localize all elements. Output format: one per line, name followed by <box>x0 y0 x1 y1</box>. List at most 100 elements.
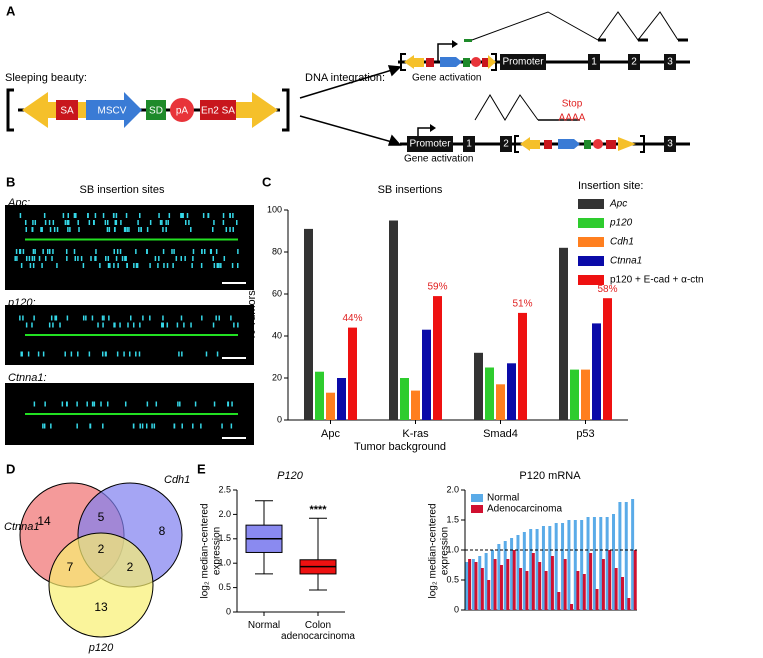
construct <box>6 88 290 132</box>
bar <box>603 298 612 420</box>
bar <box>465 562 469 610</box>
bar <box>592 517 596 610</box>
exon-label: 2 <box>631 57 637 68</box>
element-label: SA <box>60 106 74 117</box>
exon-label: 1 <box>591 57 597 68</box>
legend-swatch <box>471 505 483 513</box>
bar <box>315 371 324 420</box>
bar <box>624 502 628 610</box>
y-tick-label: 100 <box>267 204 282 214</box>
bar <box>507 363 516 420</box>
bar <box>561 523 565 610</box>
legend-label: p120 <box>609 218 633 229</box>
venn-count: 13 <box>94 600 108 614</box>
bar <box>570 369 579 420</box>
bar <box>304 228 313 420</box>
chart-title: P120 <box>277 470 304 482</box>
bar <box>519 568 523 610</box>
value-label: 59% <box>427 282 447 293</box>
exon-label: 2 <box>503 139 509 150</box>
bar <box>485 367 494 420</box>
caption: Gene activation <box>412 73 482 84</box>
panel-label: C <box>262 174 272 189</box>
exon-label: 3 <box>667 57 673 68</box>
promoter-label: Promoter <box>502 57 544 68</box>
bar <box>541 526 545 610</box>
y-tick-label: 2.5 <box>218 484 231 494</box>
bar <box>484 553 488 610</box>
x-tick-label: Apc <box>321 428 340 440</box>
venn-count: 14 <box>37 514 51 528</box>
arrows <box>299 65 402 146</box>
bar <box>570 604 574 610</box>
polya-label: AAAA <box>559 113 586 124</box>
venn <box>19 482 183 638</box>
value-label: 44% <box>342 313 362 324</box>
bar <box>499 565 503 610</box>
legend-title: Insertion site: <box>578 180 643 192</box>
bar <box>601 559 605 610</box>
y-tick-label: 60 <box>272 288 282 298</box>
construct-title: Sleeping beauty: <box>5 72 87 84</box>
panel-label: B <box>6 174 15 189</box>
promoter-label: Promoter <box>409 139 451 150</box>
y-tick-label: 1.0 <box>218 558 231 568</box>
legend-label: Cdh1 <box>610 237 634 248</box>
legend-label: Apc <box>609 199 627 210</box>
chart-title: P120 mRNA <box>519 470 581 482</box>
bar <box>557 592 561 610</box>
legend-swatch <box>578 275 604 285</box>
bar <box>478 556 482 610</box>
bar <box>348 327 357 420</box>
bar <box>516 535 520 610</box>
stop-label: Stop <box>562 99 583 110</box>
bar <box>595 589 599 610</box>
venn-count: 2 <box>98 542 105 556</box>
bar <box>480 568 484 610</box>
bar <box>589 553 593 610</box>
bar <box>522 532 526 610</box>
bar <box>576 571 580 610</box>
y-tick-label: 0 <box>226 606 231 616</box>
legend-swatch <box>471 494 483 502</box>
bar <box>512 550 516 610</box>
bar <box>599 517 603 610</box>
panel-label: A <box>6 3 16 18</box>
y-tick-label: 2.0 <box>218 509 231 519</box>
bar <box>559 247 568 420</box>
bar <box>612 514 616 610</box>
bar <box>490 550 494 610</box>
track-bg <box>5 205 254 290</box>
y-tick-label: 2.0 <box>446 484 459 494</box>
bar <box>586 517 590 610</box>
bar <box>554 523 558 610</box>
bar <box>506 559 510 610</box>
y-tick-label: 0.5 <box>218 582 231 592</box>
value-label: 51% <box>512 299 532 310</box>
bar <box>422 329 431 420</box>
bar <box>580 520 584 610</box>
x-tick-label: K-ras <box>402 428 429 440</box>
y-tick-label: 0.5 <box>446 574 459 584</box>
legend-swatch <box>578 256 604 266</box>
bar <box>471 559 475 610</box>
bar <box>631 499 635 610</box>
bar <box>411 390 420 420</box>
value-label: 58% <box>597 284 617 295</box>
legend-swatch <box>578 237 604 247</box>
y-tick-label: 40 <box>272 330 282 340</box>
bar <box>487 580 491 610</box>
bar <box>620 577 624 610</box>
caption: Gene activation <box>404 154 474 165</box>
legend-swatch <box>578 218 604 228</box>
bar <box>544 571 548 610</box>
bar <box>582 574 586 610</box>
set-label: Cdh1 <box>164 474 190 486</box>
bar <box>510 538 514 610</box>
y-tick-label: 80 <box>272 246 282 256</box>
bar <box>433 296 442 420</box>
panel-label: E <box>197 461 206 476</box>
gene-top <box>398 11 690 71</box>
